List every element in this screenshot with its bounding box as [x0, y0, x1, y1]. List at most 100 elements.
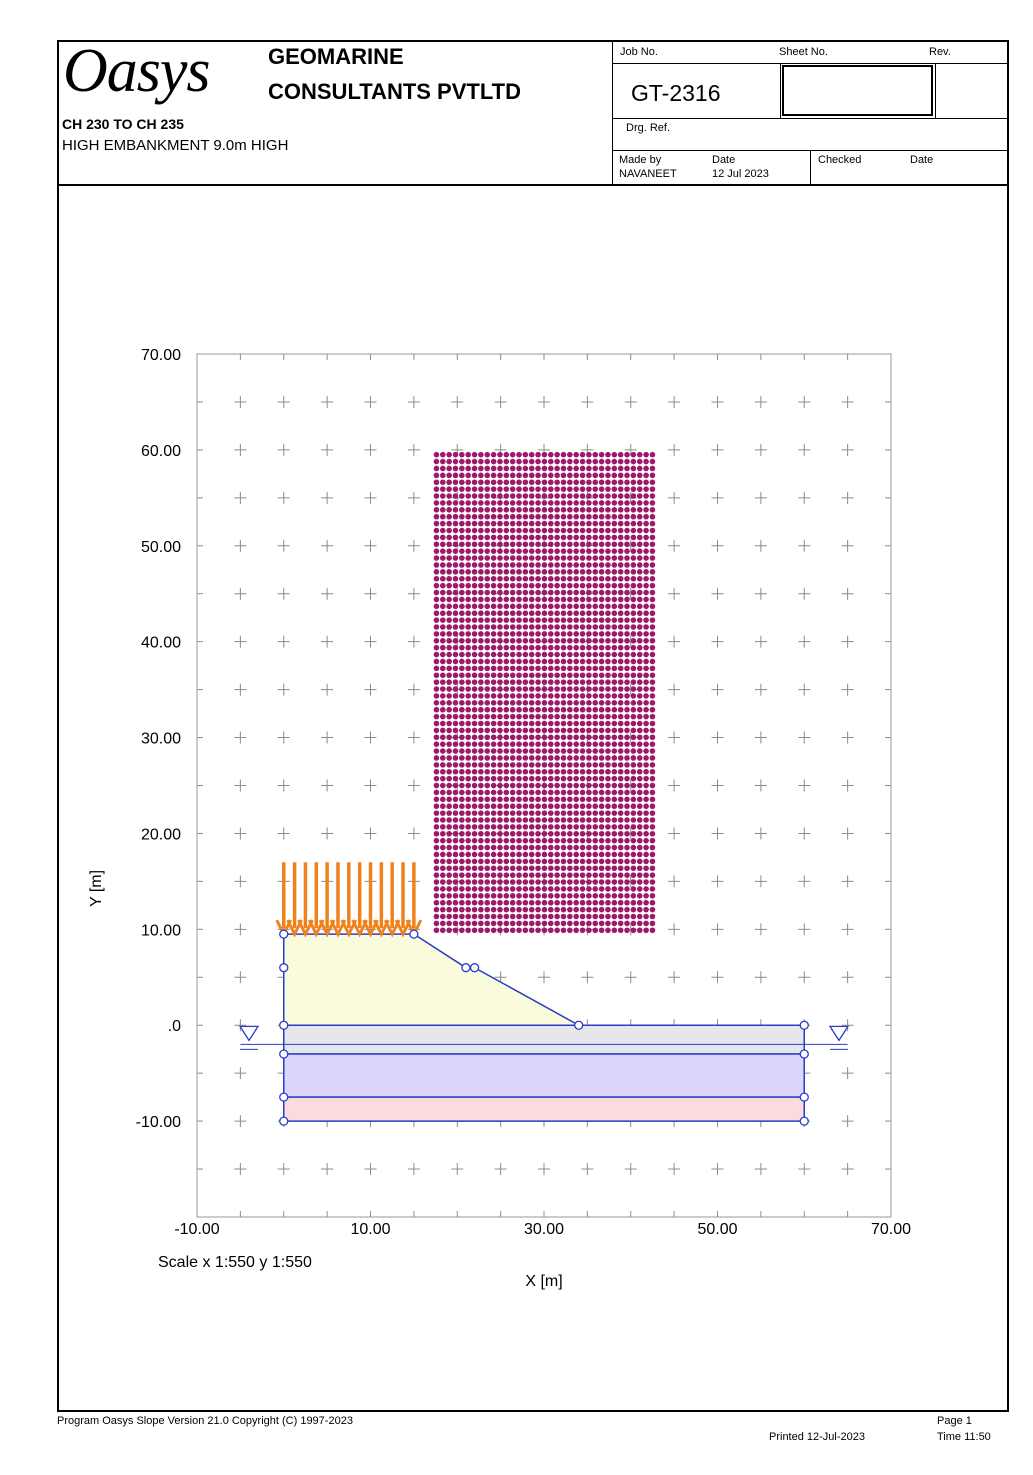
slip-centre-point	[478, 700, 484, 706]
slip-centre-point	[535, 582, 541, 589]
slip-centre-point	[497, 830, 503, 837]
slip-centre-point	[471, 686, 478, 692]
slip-centre-point	[592, 741, 599, 747]
slip-centre-point	[446, 644, 452, 651]
slip-centre-point	[522, 548, 529, 554]
grid-cross	[364, 491, 377, 504]
slip-centre-point	[484, 713, 491, 720]
slip-centre-point	[573, 651, 579, 658]
slip-centre-point	[503, 927, 510, 934]
grid-cross	[668, 539, 681, 552]
slip-centre-point	[611, 596, 618, 603]
slip-centre-point	[630, 562, 637, 568]
slip-centre-point	[433, 810, 440, 816]
slip-centre-point	[439, 651, 446, 658]
slip-centre-point	[452, 513, 459, 520]
slip-centre-point	[649, 651, 656, 658]
slip-centre-point	[617, 665, 624, 672]
slip-centre-point	[490, 507, 497, 513]
slip-centre-point	[509, 796, 516, 803]
slip-centre-point	[471, 465, 478, 472]
slip-centre-point	[554, 562, 560, 568]
slip-centre-point	[490, 596, 497, 603]
slip-centre-point	[509, 617, 516, 623]
slip-centre-point	[649, 824, 656, 830]
slip-centre-point	[471, 906, 478, 913]
slip-centre-point	[433, 789, 440, 796]
slip-centre-point	[471, 693, 478, 699]
slip-centre-point	[439, 603, 446, 610]
slip-centre-point	[579, 713, 586, 720]
slip-centre-point	[579, 762, 586, 768]
slip-centre-point	[554, 762, 560, 768]
slip-centre-point	[605, 644, 611, 651]
grid-cross	[711, 731, 724, 744]
grid-cross	[321, 779, 334, 792]
slip-centre-point	[433, 603, 440, 610]
slip-centre-point	[433, 486, 440, 492]
slip-centre-point	[560, 520, 567, 527]
slip-centre-point	[636, 713, 643, 720]
slip-centre-point	[522, 803, 529, 810]
slip-centre-point	[535, 920, 541, 927]
slip-centre-point	[624, 872, 630, 878]
grid-cross	[841, 683, 854, 696]
slip-centre-point	[516, 893, 522, 899]
slip-centre-point	[611, 824, 618, 830]
slip-centre-point	[452, 893, 459, 899]
slip-centre-point	[560, 541, 567, 548]
slip-centre-point	[605, 920, 611, 927]
slip-centre-point	[547, 631, 554, 637]
slip-centre-point	[535, 534, 541, 541]
slip-centre-point	[452, 720, 459, 727]
slip-centre-point	[573, 872, 579, 878]
slip-centre-point	[649, 603, 656, 610]
slip-centre-point	[465, 927, 471, 934]
slip-centre-point	[446, 879, 452, 885]
slip-centre-point	[459, 713, 465, 720]
slip-centre-point	[630, 493, 637, 499]
slip-centre-point	[630, 913, 637, 920]
slip-centre-point	[478, 631, 484, 637]
grid-cross	[234, 827, 247, 840]
slip-centre-point	[516, 872, 522, 878]
slip-centre-point	[649, 844, 656, 851]
slip-centre-point	[509, 803, 516, 810]
slip-centre-point	[624, 879, 630, 885]
slip-centre-point	[649, 755, 656, 761]
slip-centre-point	[490, 658, 497, 665]
grid-cross	[581, 1163, 594, 1176]
slip-centre-point	[446, 541, 452, 548]
slip-centre-point	[598, 631, 605, 637]
slip-centre-point	[465, 872, 471, 878]
slip-centre-point	[643, 789, 649, 796]
slip-centre-point	[617, 562, 624, 568]
slip-centre-point	[541, 479, 548, 486]
slip-centre-point	[471, 651, 478, 658]
slip-centre-point	[484, 920, 491, 927]
slip-centre-point	[439, 451, 446, 458]
grid-cross	[277, 731, 290, 744]
slip-centre-point	[617, 927, 624, 934]
slip-centre-point	[497, 589, 503, 596]
slip-centre-point	[535, 700, 541, 706]
slip-centre-point	[459, 672, 465, 679]
slip-centre-point	[643, 700, 649, 706]
slip-centre-point	[535, 569, 541, 575]
slip-centre-point	[573, 513, 579, 520]
slip-centre-point	[478, 644, 484, 651]
slip-centre-point	[433, 851, 440, 858]
slip-centre-point	[509, 472, 516, 479]
slip-centre-point	[643, 858, 649, 865]
grid-cross	[321, 587, 334, 600]
slip-centre-point	[452, 824, 459, 830]
slip-centre-point	[567, 851, 573, 858]
slip-centre-point	[535, 562, 541, 568]
slip-centre-point	[484, 706, 491, 713]
slip-centre-point	[630, 513, 637, 520]
slip-centre-point	[459, 789, 465, 796]
slip-centre-point	[528, 603, 535, 610]
slip-centre-point	[649, 775, 656, 782]
slip-centre-point	[573, 837, 579, 844]
slip-centre-point	[611, 899, 618, 906]
